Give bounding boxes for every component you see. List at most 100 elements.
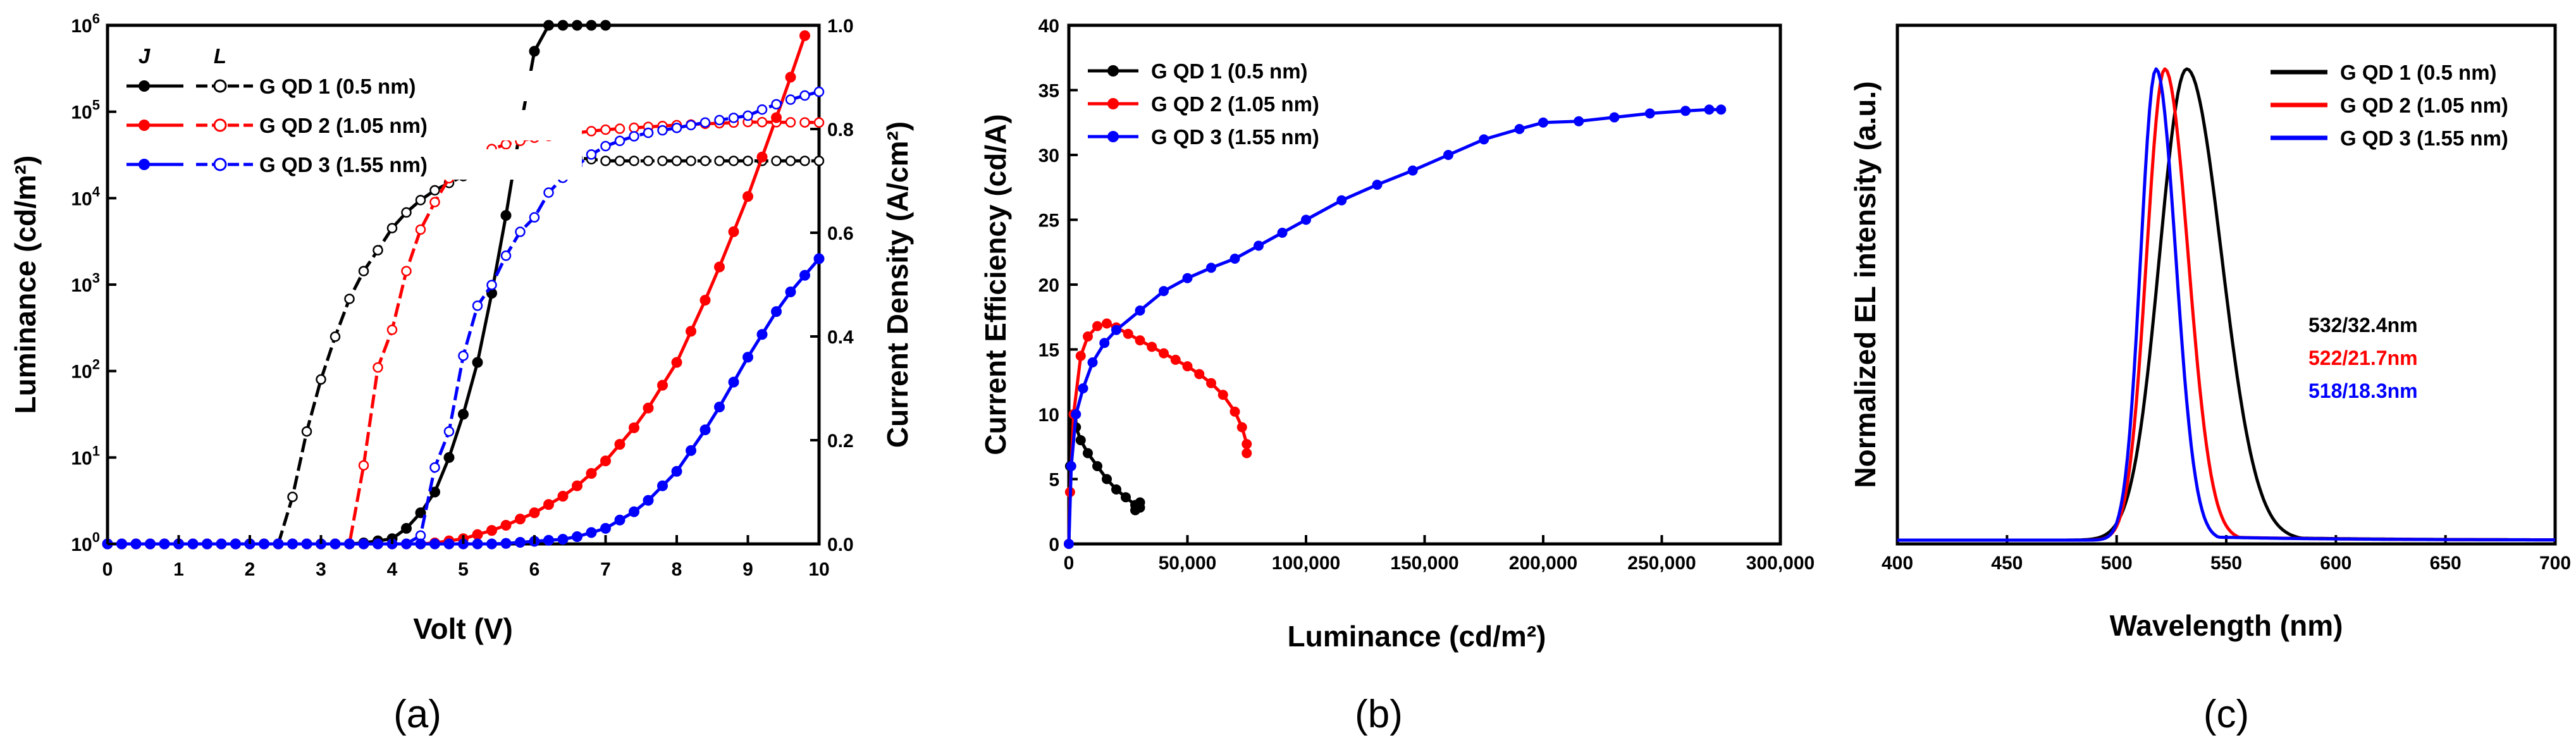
panel-c-xtick-label: 650 xyxy=(2430,553,2462,574)
current-density-point xyxy=(771,306,782,317)
luminance-point xyxy=(500,250,512,261)
efficiency-point xyxy=(1135,335,1145,346)
current-density-point xyxy=(543,20,554,31)
panel-a-xlabel: Volt (V) xyxy=(413,612,513,645)
luminance-point xyxy=(799,156,810,166)
panel-a-ylabel: Luminance (cd/m²) xyxy=(9,156,42,414)
luminance-point xyxy=(813,86,825,97)
luminance-point xyxy=(458,350,469,361)
panel-a-xtick-label: 5 xyxy=(458,559,469,580)
current-density-point xyxy=(159,538,170,550)
legend-label-2: G QD 2 (1.05 nm) xyxy=(1151,92,1319,116)
current-density-point xyxy=(728,376,739,388)
current-density-point xyxy=(344,538,355,550)
luminance-point xyxy=(629,156,639,166)
efficiency-point xyxy=(1336,195,1347,206)
efficiency-line-3 xyxy=(1067,108,1722,545)
luminance-point xyxy=(686,156,696,166)
current-density-point xyxy=(301,538,312,550)
panel-c-xtick-label: 550 xyxy=(2210,553,2242,574)
panel-b-ytick-label: 30 xyxy=(1038,145,1059,166)
panel-b-ytick-label: 20 xyxy=(1038,275,1059,296)
panel-a-ytick-label: 106 xyxy=(71,11,100,37)
luminance-point xyxy=(629,131,639,142)
current-density-point xyxy=(572,480,582,491)
panel-c-xlabel: Wavelength (nm) xyxy=(2110,609,2343,642)
current-density-point xyxy=(472,529,483,540)
luminance-point xyxy=(429,197,440,207)
luminance-point xyxy=(415,224,426,235)
current-density-point xyxy=(500,538,512,549)
current-density-point xyxy=(358,538,369,550)
current-density-point xyxy=(230,538,241,550)
panel-b-xlabel: Luminance (cd/m²) xyxy=(1288,620,1546,653)
panel-b-ytick-label: 0 xyxy=(1049,534,1059,555)
luminance-line-2 xyxy=(108,120,820,546)
efficiency-point xyxy=(1083,331,1093,342)
current-density-point xyxy=(415,538,426,550)
luminance-point xyxy=(358,460,369,471)
current-density-point xyxy=(629,506,639,517)
current-density-point xyxy=(799,30,810,41)
current-density-point xyxy=(586,20,597,31)
current-density-point xyxy=(429,486,440,498)
panel-a-ytick-label: 100 xyxy=(71,529,100,555)
panel-a-xtick-label: 1 xyxy=(173,559,184,580)
efficiency-point xyxy=(1159,286,1169,297)
current-density-point xyxy=(699,295,711,306)
panel-c-xtick-label: 600 xyxy=(2320,553,2351,574)
current-density-point xyxy=(813,253,825,264)
panel-b-xtick-label: 250,000 xyxy=(1627,553,1696,574)
efficiency-point xyxy=(1301,214,1311,225)
efficiency-point xyxy=(1123,328,1133,339)
luminance-point xyxy=(600,156,611,166)
efficiency-point xyxy=(1064,539,1074,549)
current-density-point xyxy=(472,538,483,550)
panel-c-chart: 400 450 500 550 600 650 700 Wavelength (nm) No… xyxy=(1849,23,2571,736)
efficiency-point xyxy=(1443,150,1453,160)
legend-label-1: G QD 1 (0.5 nm) xyxy=(2340,61,2497,84)
current-density-point xyxy=(543,534,554,546)
panel-a-xtick-label: 4 xyxy=(387,559,398,580)
current-density-point xyxy=(686,326,696,337)
luminance-point xyxy=(401,266,412,276)
current-density-point xyxy=(756,151,768,163)
panel-a-ytick-label: 102 xyxy=(71,357,100,383)
current-density-point xyxy=(401,522,412,534)
luminance-point xyxy=(799,90,810,101)
luminance-point xyxy=(515,226,526,237)
panel-c-xtick-label: 700 xyxy=(2539,553,2571,574)
current-density-point xyxy=(629,422,639,433)
luminance-point xyxy=(373,245,383,256)
current-density-point xyxy=(429,538,440,550)
current-density-point xyxy=(699,424,711,436)
luminance-point xyxy=(657,125,668,136)
panel-b-chart: 0 50,000 100,000 150,000 200,000 250,000 300,0… xyxy=(979,16,1815,736)
panel-a-y2tick-label: 0.0 xyxy=(827,534,854,555)
efficiency-point xyxy=(1229,254,1240,264)
panel-b-ytick-label: 25 xyxy=(1038,211,1059,231)
luminance-point xyxy=(373,362,383,373)
panel-b-ytick-label: 35 xyxy=(1038,81,1059,102)
panel-b-legend: G QD 1 (0.5 nm) G QD 2 (1.05 nm) G QD 3 (1… xyxy=(1088,59,1319,149)
current-density-point xyxy=(216,538,227,550)
current-density-point xyxy=(330,538,341,550)
panel-c-label: (c) xyxy=(2203,693,2249,736)
current-density-point xyxy=(600,522,611,534)
luminance-point xyxy=(643,127,654,139)
panel-a-y2tick-label: 0.6 xyxy=(827,223,854,244)
luminance-point xyxy=(743,110,753,121)
panel-a-xtick-label: 3 xyxy=(316,559,326,580)
luminance-point xyxy=(316,374,326,385)
current-density-point xyxy=(671,357,682,368)
luminance-point xyxy=(799,117,810,128)
panel-a-xtick-label: 10 xyxy=(808,559,829,580)
luminance-point xyxy=(543,187,554,198)
current-density-point xyxy=(515,514,526,525)
efficiency-point xyxy=(1217,390,1228,400)
efficiency-point xyxy=(1372,180,1383,190)
luminance-point xyxy=(614,135,626,147)
current-density-point xyxy=(572,20,582,31)
panel-b-ylabel: Current Efficiency (cd/A) xyxy=(979,114,1012,455)
legend-marker-j xyxy=(139,80,150,92)
